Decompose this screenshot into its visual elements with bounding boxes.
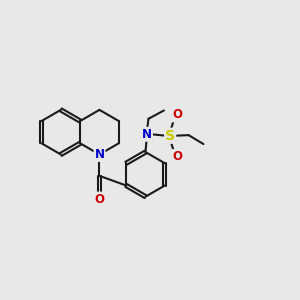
Text: O: O <box>172 150 182 163</box>
Text: O: O <box>94 193 104 206</box>
Text: S: S <box>165 129 175 143</box>
Text: O: O <box>172 108 182 122</box>
Text: N: N <box>94 148 104 161</box>
Text: N: N <box>142 128 152 141</box>
